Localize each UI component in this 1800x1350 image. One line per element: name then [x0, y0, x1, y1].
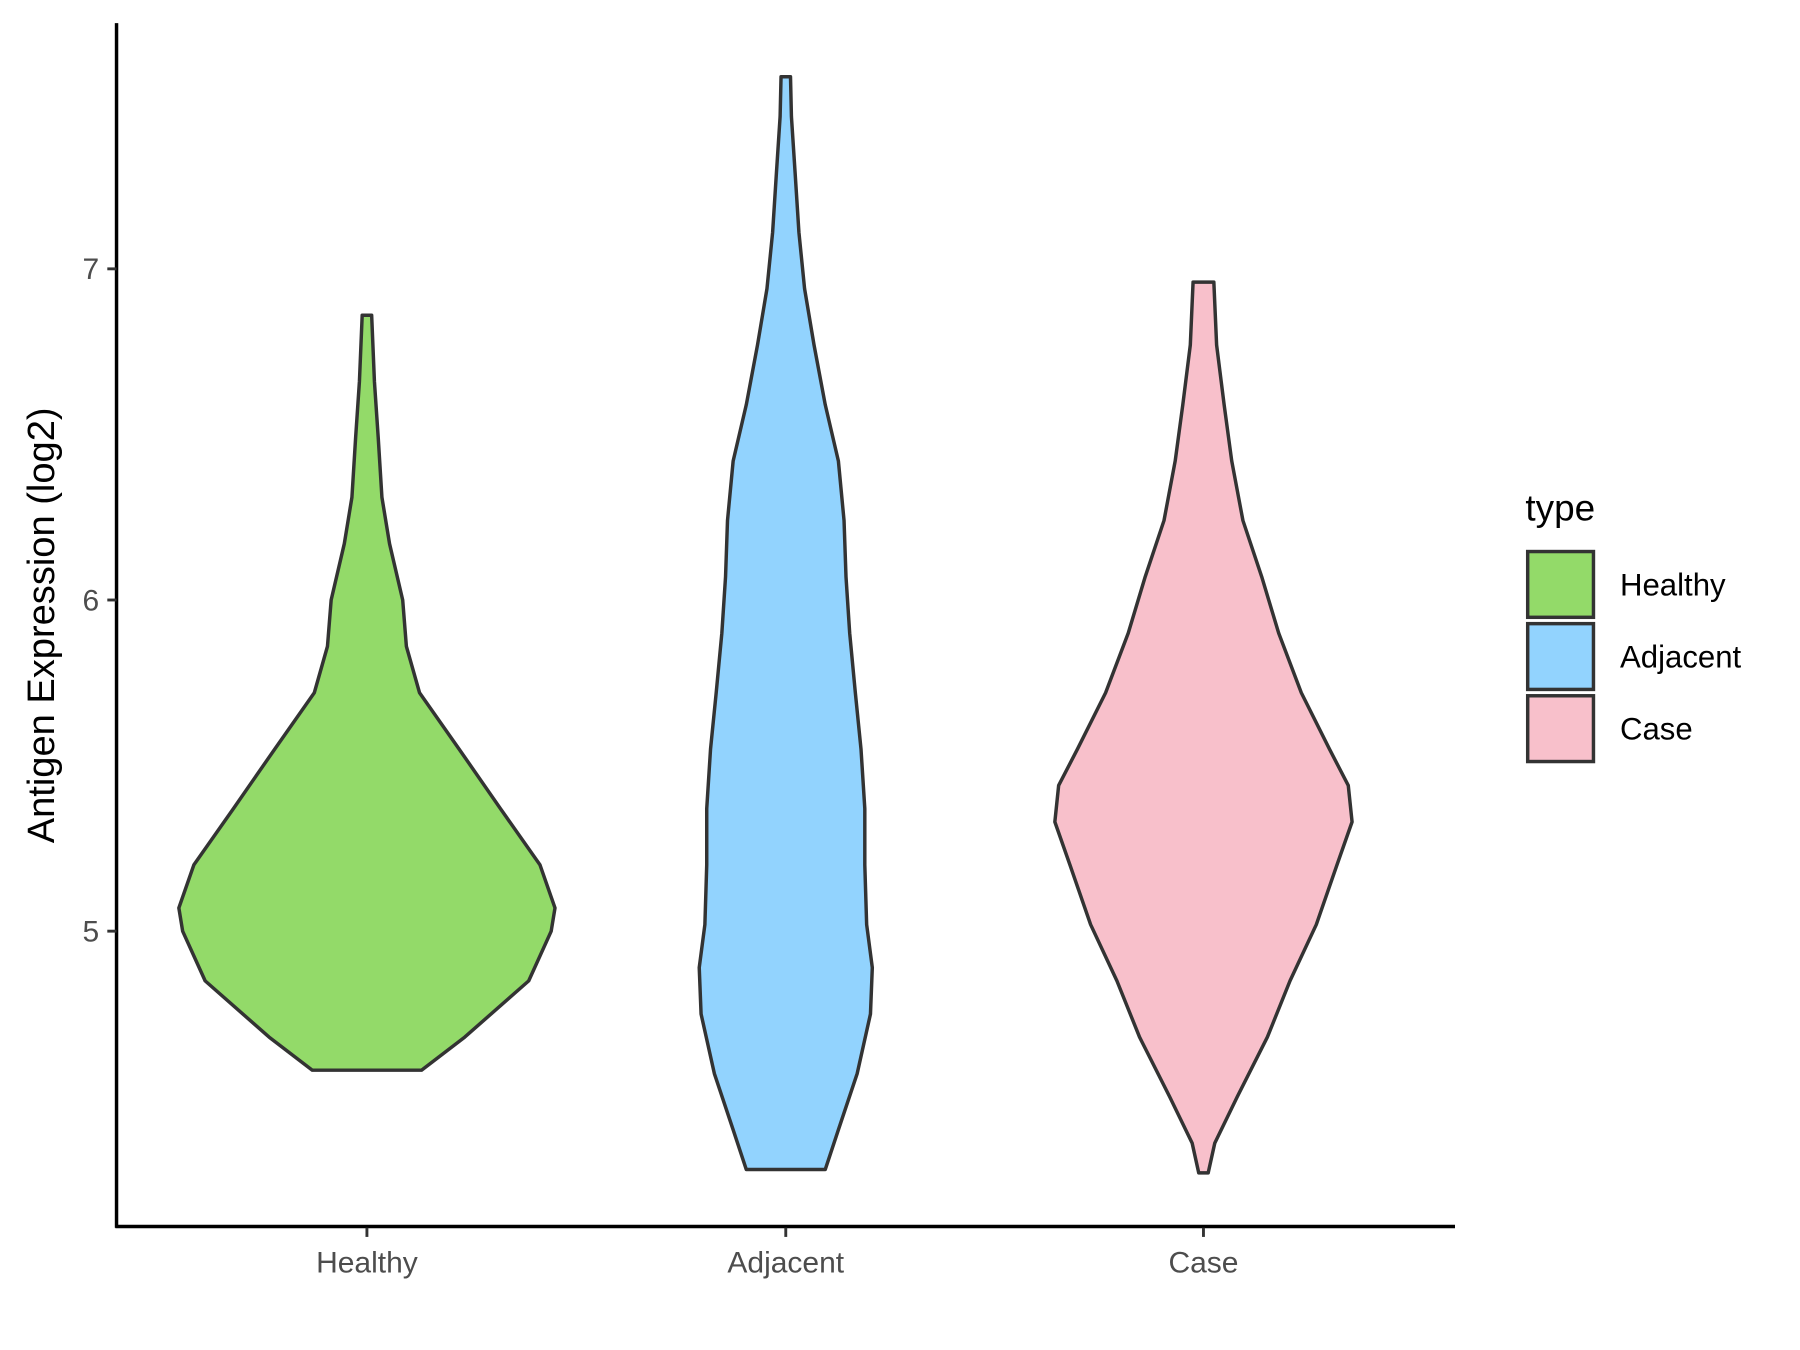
violin-adjacent	[697, 75, 875, 1172]
y-ticks: 5 6 7	[83, 253, 117, 949]
legend-key-adjacent	[1525, 621, 1596, 692]
violin-healthy	[177, 313, 557, 1072]
legend-key-case	[1525, 694, 1596, 764]
x-tick-label: Adjacent	[727, 1247, 844, 1280]
legend-key-healthy	[1525, 549, 1596, 620]
y-axis-label: Antigen Expression (log2)	[21, 407, 63, 843]
legend-label: Case	[1620, 712, 1693, 747]
legend: type Healthy Adjacent Case	[1525, 487, 1742, 764]
violins	[177, 75, 1354, 1175]
y-tick-label: 5	[83, 916, 100, 949]
x-ticks: Healthy Adjacent Case	[316, 1227, 1238, 1280]
legend-label: Adjacent	[1620, 640, 1742, 675]
legend-label: Healthy	[1620, 567, 1726, 602]
y-tick-label: 7	[83, 253, 100, 286]
x-tick-label: Case	[1168, 1247, 1238, 1280]
y-tick-label: 6	[83, 584, 100, 617]
violin-case	[1053, 280, 1354, 1175]
x-tick-label: Healthy	[316, 1247, 418, 1280]
legend-title: type	[1525, 487, 1595, 528]
